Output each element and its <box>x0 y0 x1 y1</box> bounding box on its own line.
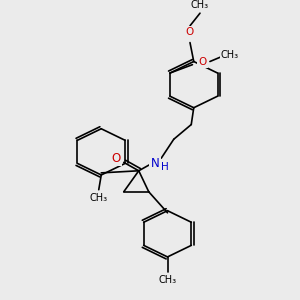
Text: O: O <box>112 152 121 165</box>
Text: CH₃: CH₃ <box>191 0 209 10</box>
Text: O: O <box>198 56 207 67</box>
Text: CH₃: CH₃ <box>158 275 177 285</box>
Text: O: O <box>186 27 194 37</box>
Text: N: N <box>151 157 159 170</box>
Text: CH₃: CH₃ <box>90 193 108 203</box>
Text: H: H <box>161 162 169 172</box>
Text: CH₃: CH₃ <box>221 50 239 60</box>
